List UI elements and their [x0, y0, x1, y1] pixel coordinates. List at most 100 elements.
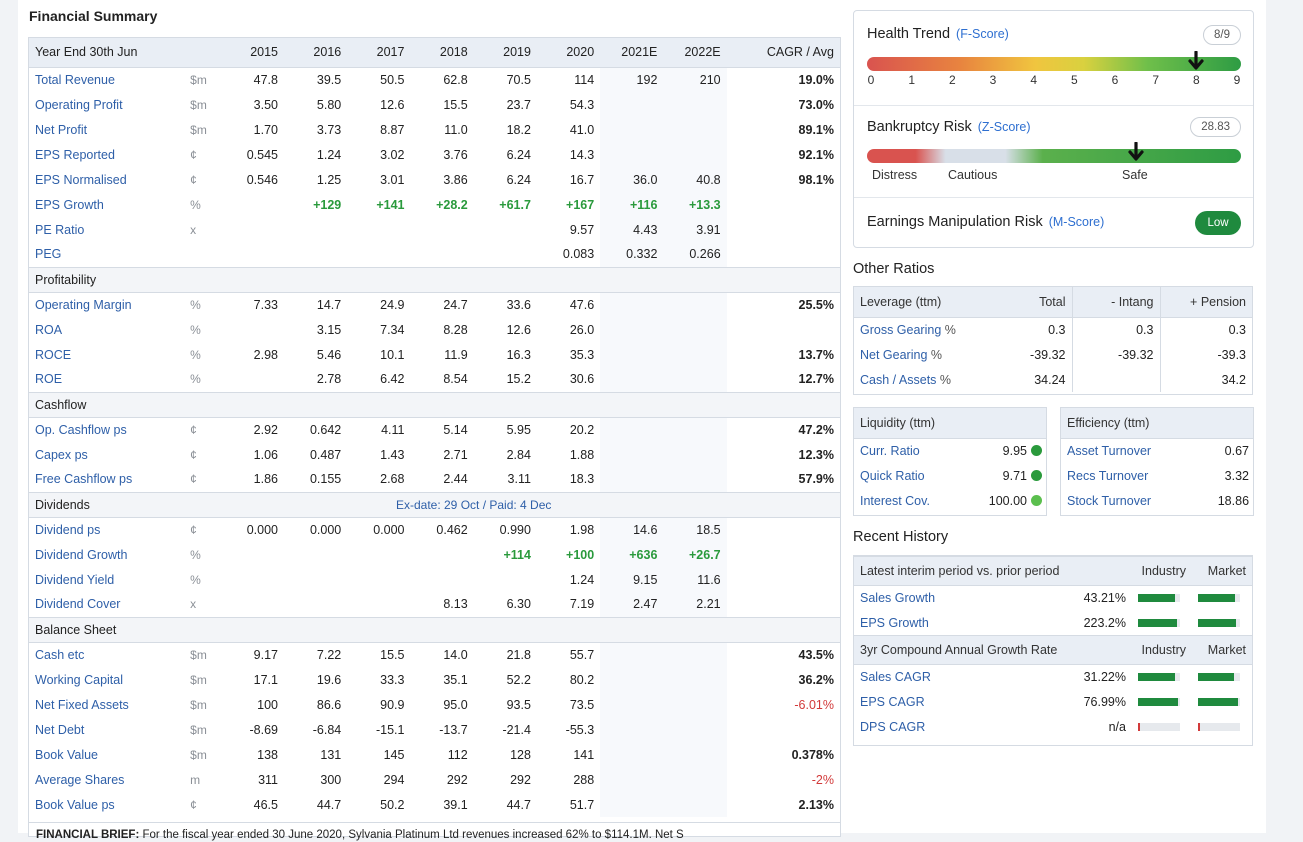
- row-label-link[interactable]: PEG: [35, 247, 62, 262]
- financial-brief-text: For the fiscal year ended 30 June 2020, …: [142, 829, 684, 841]
- row-value: 0.990: [499, 522, 531, 537]
- row-label-link[interactable]: ROE: [35, 372, 63, 387]
- row-value: 54.3: [569, 97, 595, 112]
- z-label-safe: Safe: [1122, 168, 1148, 182]
- health-trend-subtitle[interactable]: (F-Score): [956, 27, 1009, 41]
- leverage-value: 0.3: [1159, 317, 1252, 342]
- history-label-link[interactable]: EPS Growth: [860, 615, 929, 630]
- row-label-link[interactable]: Dividend Yield: [35, 572, 115, 587]
- efficiency-label-link[interactable]: Stock Turnover: [1067, 493, 1152, 508]
- f-score-tick: 9: [1233, 73, 1241, 87]
- row-unit: %: [190, 547, 201, 562]
- row-label-link[interactable]: Dividend ps: [35, 522, 101, 537]
- row-value: 93.5: [506, 697, 531, 712]
- efficiency-value: 18.86: [1217, 493, 1250, 508]
- leverage-header-label: Leverage (ttm): [854, 287, 1012, 318]
- bankruptcy-risk-title[interactable]: Bankruptcy Risk (Z-Score): [867, 119, 1031, 135]
- row-value: +129: [313, 197, 342, 212]
- row-label-link[interactable]: Free Cashflow ps: [35, 472, 133, 487]
- table-row: Net Debt $m -8.69 -6.84 -15.1 -13.7 -21.4 -55.3: [29, 717, 840, 742]
- liquidity-label-link[interactable]: Quick Ratio: [860, 468, 925, 483]
- row-value: +636: [600, 542, 664, 567]
- row-label-link[interactable]: Average Shares: [35, 772, 125, 787]
- liquidity-label-link[interactable]: Curr. Ratio: [860, 443, 920, 458]
- manipulation-risk-title[interactable]: Earnings Manipulation Risk (M-Score): [867, 214, 1105, 230]
- row-label-link[interactable]: Book Value ps: [35, 797, 115, 812]
- row-label-link[interactable]: Dividend Growth: [35, 547, 128, 562]
- row-label-link[interactable]: EPS Growth: [35, 197, 104, 212]
- leverage-label-link[interactable]: Net Gearing: [860, 347, 928, 362]
- row-label-link[interactable]: ROCE: [35, 347, 72, 362]
- row-label-link[interactable]: EPS Reported: [35, 147, 115, 162]
- row-label-link[interactable]: Dividend Cover: [35, 597, 121, 612]
- table-row: Net Fixed Assets $m 100 86.6 90.9 95.0 93.5 73.…: [29, 692, 840, 717]
- status-dot-icon: [1031, 494, 1042, 506]
- row-value: [600, 317, 664, 342]
- history-label-link[interactable]: DPS CAGR: [860, 720, 926, 734]
- row-value: 14.0: [443, 647, 468, 662]
- row-label-link[interactable]: ROA: [35, 322, 63, 337]
- row-label-link[interactable]: Net Fixed Assets: [35, 697, 129, 712]
- row-label-link[interactable]: Capex ps: [35, 447, 88, 462]
- row-label-link[interactable]: EPS Normalised: [35, 172, 127, 187]
- row-label-link[interactable]: Net Profit: [35, 122, 88, 137]
- row-value: 3.01: [380, 172, 405, 187]
- row-value: 2.47: [600, 592, 664, 617]
- row-value: 95.0: [443, 697, 468, 712]
- efficiency-label-link[interactable]: Asset Turnover: [1067, 443, 1152, 458]
- history-label-link[interactable]: Sales Growth: [860, 591, 936, 606]
- row-value: 73.5: [569, 697, 595, 712]
- bankruptcy-risk-subtitle[interactable]: (Z-Score): [977, 120, 1031, 134]
- table-row: EPS Growth% +129 +141 +28.2 +61.7 +167 +116 +13…: [29, 192, 840, 217]
- row-value: 3.15: [316, 322, 342, 337]
- other-ratios-title: Other Ratios: [853, 261, 935, 277]
- industry-bar-cell: [1132, 611, 1192, 636]
- row-value: +167: [566, 197, 595, 212]
- row-value: [600, 292, 664, 317]
- row-label-link[interactable]: Operating Margin: [35, 297, 132, 312]
- table-row: Working Capital $m 17.1 19.6 33.3 35.1 52.2 80.…: [29, 667, 840, 692]
- row-label-link[interactable]: Book Value: [35, 747, 99, 762]
- f-score-badge: 8/9: [1203, 25, 1241, 45]
- row-value: [284, 592, 347, 617]
- manipulation-risk-subtitle[interactable]: (M-Score): [1048, 215, 1105, 229]
- row-value: 0.000: [309, 522, 342, 537]
- row-value: 1.88: [569, 447, 595, 462]
- table-row: PE Ratio x 9.57 4.43 3.91: [29, 217, 840, 242]
- row-unit: $m: [190, 697, 207, 712]
- liquidity-label-link[interactable]: Interest Cov.: [860, 493, 930, 508]
- row-value: [600, 642, 664, 667]
- row-value: 112: [447, 747, 468, 762]
- health-trend-title[interactable]: Health Trend (F-Score): [867, 26, 1009, 42]
- industry-bar-fill: [1138, 594, 1175, 603]
- leverage-label-link[interactable]: Gross Gearing: [860, 322, 942, 337]
- table-row: Free Cashflow ps ¢ 1.86 0.155 2.68 2.44 3.11 18…: [29, 467, 840, 492]
- row-value: 17.1: [253, 672, 278, 687]
- row-value: 145: [383, 747, 405, 762]
- row-value: 292: [510, 772, 531, 787]
- row-label-link[interactable]: Working Capital: [35, 672, 124, 687]
- market-bar: [1198, 698, 1240, 706]
- row-value: 11.0: [444, 122, 468, 137]
- health-panel: Health Trend (F-Score) 8/9 0 1 2 3 4 5 6 7 8 9 Ban…: [853, 10, 1254, 248]
- row-label-link[interactable]: Cash etc: [35, 647, 85, 662]
- row-label-link[interactable]: PE Ratio: [35, 222, 85, 237]
- table-row: ROE% 2.78 6.42 8.54 15.2 30.6 12.7%: [29, 367, 840, 392]
- row-label-link[interactable]: Net Debt: [35, 722, 85, 737]
- efficiency-value: 3.32: [1224, 468, 1250, 483]
- row-value: 0.332: [600, 242, 664, 267]
- leverage-label-link[interactable]: Cash / Assets: [860, 372, 937, 387]
- history-label-link[interactable]: EPS CAGR: [860, 695, 925, 709]
- leverage-label-cell: Net Gearing %: [854, 342, 1012, 367]
- efficiency-label-link[interactable]: Recs Turnover: [1067, 468, 1149, 483]
- row-value: 19.6: [316, 672, 342, 687]
- row-cagr: 47.2%: [798, 422, 834, 437]
- row-value: 52.2: [506, 672, 531, 687]
- history-label-link[interactable]: Sales CAGR: [860, 670, 931, 685]
- row-value: [347, 592, 410, 617]
- row-label-link[interactable]: Op. Cashflow ps: [35, 422, 127, 437]
- dividend-dates-note: Ex-date: 29 Oct / Paid: 4 Dec: [347, 491, 601, 518]
- row-label-link[interactable]: Operating Profit: [35, 97, 123, 112]
- industry-column-header: Industry: [1132, 556, 1192, 586]
- row-label-link[interactable]: Total Revenue: [35, 72, 115, 87]
